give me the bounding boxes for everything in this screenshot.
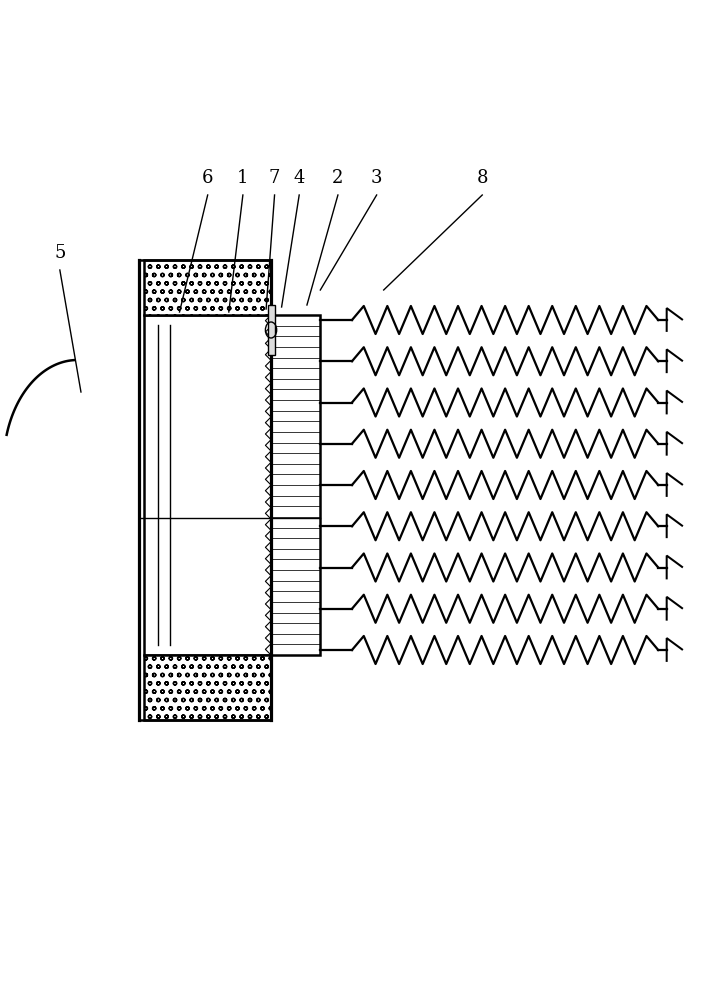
Text: 7: 7 — [269, 169, 280, 187]
Bar — [271, 315, 320, 655]
Text: 6: 6 — [202, 169, 213, 187]
Bar — [144, 260, 271, 315]
Text: 3: 3 — [371, 169, 382, 187]
Text: 8: 8 — [477, 169, 488, 187]
Text: 5: 5 — [54, 244, 65, 262]
Text: 4: 4 — [294, 169, 305, 187]
Bar — [144, 315, 271, 655]
Text: 2: 2 — [332, 169, 344, 187]
Bar — [268, 305, 275, 355]
Bar — [144, 655, 271, 720]
Text: 1: 1 — [237, 169, 249, 187]
